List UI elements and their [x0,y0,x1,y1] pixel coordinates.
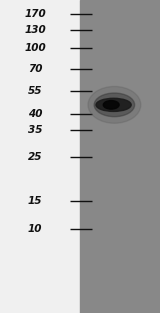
Text: 25: 25 [28,151,42,162]
Text: 170: 170 [24,9,46,19]
Bar [80,0,160,313]
Text: 15: 15 [28,196,42,206]
Text: 55: 55 [28,86,42,96]
Text: 40: 40 [28,109,42,119]
Text: 10: 10 [28,224,42,234]
Ellipse shape [103,100,119,109]
Ellipse shape [96,98,131,111]
Text: 130: 130 [24,25,46,35]
Ellipse shape [94,93,135,117]
Bar [0,0,80,313]
Text: 35: 35 [28,125,42,135]
Text: 70: 70 [28,64,42,74]
Ellipse shape [88,86,141,123]
Text: 100: 100 [24,43,46,53]
